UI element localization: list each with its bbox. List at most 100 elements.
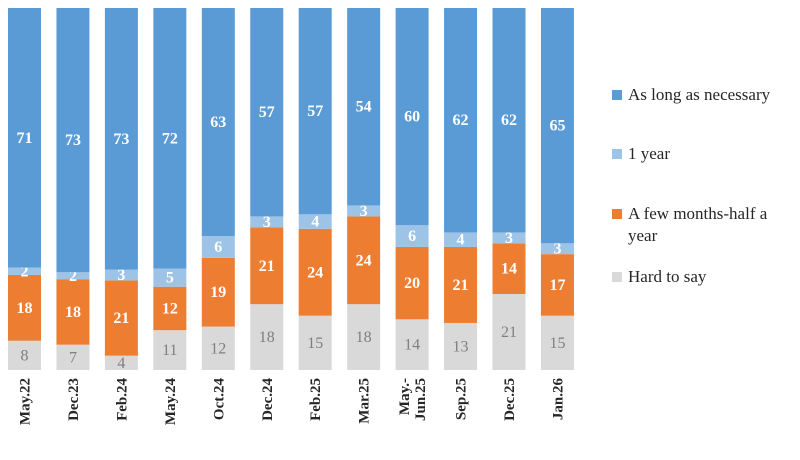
x-tick-line: Jan.26 [550, 378, 566, 421]
bar-segment-Jan.26-2 [540, 243, 574, 255]
data-label-May.24-1: 12 [162, 300, 178, 317]
legend-item-few-months: A few months-half a year [612, 203, 800, 247]
x-tick-label-Dec.24: Dec.24 [260, 378, 276, 421]
data-label-Sep.25-3: 62 [453, 112, 469, 129]
data-label-Dec.24-2: 3 [263, 214, 271, 231]
x-tick-label-May.22: May.22 [18, 378, 34, 425]
bar-segment-Dec.24-0 [250, 304, 284, 370]
data-label-Dec.24-1: 21 [259, 258, 275, 275]
bar-segment-Dec.23-1 [56, 279, 90, 345]
bar-segment-May.24-1 [153, 286, 187, 331]
bar-segment-Dec.25-0 [492, 293, 526, 370]
bar-segment-Feb.25-2 [298, 214, 332, 229]
bar-segment-May.-Jun.25-2 [395, 225, 429, 247]
x-tick-label-Sep.25: Sep.25 [454, 378, 470, 420]
x-tick-line: Jun.25 [413, 378, 429, 421]
bar-segment-May.22-1 [8, 274, 41, 341]
bar-segment-Dec.23-3 [56, 8, 90, 273]
bar-segment-Dec.24-2 [250, 216, 284, 228]
data-label-Sep.25-0: 13 [453, 338, 469, 355]
data-label-Oct.24-3: 63 [210, 114, 226, 131]
legend-item-long: As long as necessary [612, 84, 800, 106]
bar-segment-Oct.24-1 [201, 257, 235, 327]
data-label-May.22-2: 2 [21, 263, 29, 280]
data-label-Mar.25-1: 24 [356, 252, 372, 269]
legend-label-few-months: A few months-half a year [628, 204, 768, 245]
data-label-May.-Jun.25-2: 6 [408, 228, 416, 245]
legend-swatch-one-year [612, 149, 622, 159]
x-tick-line: Sep.25 [454, 378, 470, 420]
x-tick-label-May.24: May.24 [163, 378, 179, 426]
bar-segment-Feb.25-1 [298, 228, 332, 316]
x-tick-label-Feb.25: Feb.25 [308, 378, 324, 421]
bar-segment-Feb.25-3 [298, 8, 332, 215]
legend-swatch-long [612, 90, 622, 100]
bar-segment-Dec.24-3 [250, 8, 284, 217]
bar-segment-Feb.24-1 [104, 280, 138, 356]
x-tick-line: Oct.24 [211, 378, 227, 421]
data-label-Dec.23-3: 73 [65, 132, 81, 149]
x-tick-line: Mar.25 [357, 378, 373, 424]
data-label-Dec.25-2: 3 [505, 230, 513, 247]
bar-segment-Oct.24-2 [201, 236, 235, 258]
legend-label-long: As long as necessary [628, 85, 771, 104]
data-label-Feb.24-3: 73 [113, 131, 129, 148]
bar-segment-May.-Jun.25-1 [395, 246, 429, 320]
data-label-Sep.25-1: 21 [453, 277, 469, 294]
data-label-Dec.23-1: 18 [65, 304, 81, 321]
x-tick-line: May.22 [18, 378, 34, 425]
bar-segment-Jan.26-3 [540, 8, 574, 244]
data-label-Mar.25-3: 54 [356, 99, 372, 116]
data-label-May.22-3: 71 [17, 130, 33, 147]
bar-segment-Jan.26-1 [540, 254, 574, 316]
bar-segment-May.-Jun.25-0 [395, 319, 429, 370]
data-label-Dec.24-0: 18 [259, 329, 275, 346]
x-tick-line: Dec.23 [66, 378, 82, 421]
data-label-May.24-0: 11 [162, 342, 177, 359]
x-tick-label-Feb.24: Feb.24 [114, 378, 130, 421]
legend-label-one-year: 1 year [628, 144, 671, 163]
data-label-Oct.24-1: 19 [210, 284, 226, 301]
data-label-Dec.24-3: 57 [259, 104, 275, 121]
x-tick-label-Dec.23: Dec.23 [66, 378, 82, 421]
data-label-Sep.25-2: 4 [457, 232, 465, 249]
data-label-Dec.25-0: 21 [501, 324, 517, 341]
x-tick-line: Feb.25 [308, 378, 324, 421]
bar-segment-Oct.24-3 [201, 8, 235, 237]
bar-segment-May.24-2 [153, 268, 187, 287]
data-label-Oct.24-2: 6 [214, 239, 222, 256]
bar-segment-Sep.25-0 [444, 322, 478, 370]
x-tick-line: Dec.25 [502, 378, 518, 421]
stacked-bar-chart: 8 18 2 71 May.22 7 18 2 73 Dec.23 4 21 3 73 Feb.24 11 12… [8, 8, 574, 426]
data-label-Feb.24-1: 21 [113, 310, 129, 327]
data-label-Feb.25-1: 24 [307, 264, 323, 281]
bar-segment-Feb.25-0 [298, 315, 332, 370]
x-tick-line: Dec.24 [260, 378, 276, 421]
data-label-Feb.25-0: 15 [307, 335, 323, 352]
data-label-Oct.24-0: 12 [210, 340, 226, 357]
x-tick-line: May.- [397, 378, 413, 415]
x-tick-label-Jan.26: Jan.26 [550, 378, 566, 421]
bar-segment-Sep.25-2 [444, 232, 478, 247]
data-label-Jan.26-1: 17 [549, 277, 565, 294]
bar-segment-Dec.25-2 [492, 232, 526, 244]
bar-segment-May.22-2 [8, 267, 41, 275]
legend-item-one-year: 1 year [612, 143, 800, 165]
bar-segment-May.22-3 [8, 8, 41, 268]
bar-segment-Feb.24-3 [104, 8, 138, 270]
bar-segment-Jan.26-0 [540, 315, 574, 370]
bar-segment-May.24-0 [153, 330, 187, 370]
data-label-May.22-0: 8 [21, 347, 29, 364]
data-label-May.-Jun.25-3: 60 [404, 109, 420, 126]
x-tick-label-Mar.25: Mar.25 [357, 378, 373, 424]
bar-segment-Mar.25-3 [347, 8, 381, 206]
bar-segment-Mar.25-2 [347, 205, 381, 217]
data-label-Mar.25-2: 3 [360, 203, 368, 220]
bar-segment-Mar.25-1 [347, 216, 381, 305]
data-label-May.-Jun.25-1: 20 [404, 275, 420, 292]
x-tick-label-Oct.24: Oct.24 [211, 378, 227, 421]
bar-segment-Feb.24-0 [104, 355, 138, 370]
bar-segment-Sep.25-3 [444, 8, 478, 233]
bar-segment-Dec.25-3 [492, 8, 526, 233]
data-label-Jan.26-3: 65 [549, 118, 565, 135]
